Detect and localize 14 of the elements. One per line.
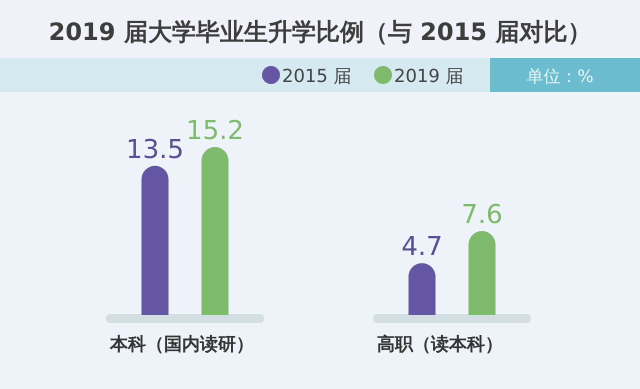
x-tick-label: 本科（国内读研） [109,334,254,355]
legend-label: 2015 届 [282,66,352,87]
bar [202,147,228,315]
chart-title: 2019 届大学毕业生升学比例（与 2015 届对比） [48,18,592,46]
data-label: 4.7 [401,232,443,262]
data-label: 13.5 [126,134,184,165]
data-label: 7.6 [461,200,503,230]
bar [408,263,436,315]
data-label: 15.2 [186,116,244,146]
legend-label: 2019 届 [394,66,464,87]
x-tick-label: 高职（读本科） [377,334,503,355]
bar [142,166,168,315]
text: 单位：% [526,67,594,87]
bar [468,231,496,315]
